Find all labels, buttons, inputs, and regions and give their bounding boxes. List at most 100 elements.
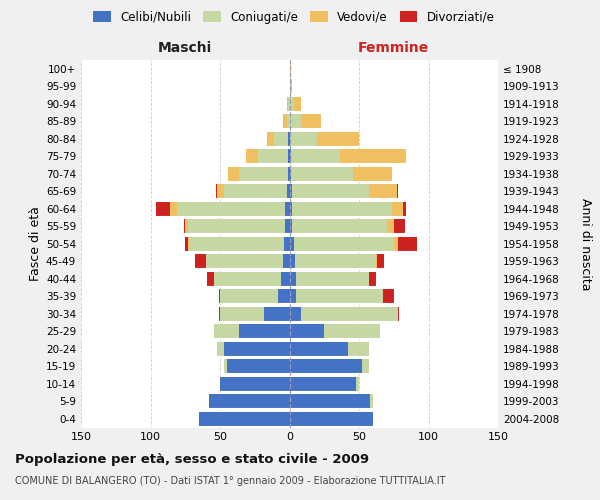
Bar [290, 376, 356, 391]
Bar [290, 166, 291, 181]
Bar [218, 289, 220, 304]
Bar [369, 272, 376, 286]
Bar [290, 254, 295, 268]
Bar [288, 166, 290, 181]
Text: Maschi: Maschi [158, 41, 212, 54]
Bar [392, 202, 403, 216]
Bar [217, 342, 224, 356]
Bar [290, 114, 301, 128]
Bar [224, 359, 227, 374]
Bar [317, 132, 359, 146]
Bar [348, 342, 369, 356]
Bar [370, 394, 373, 408]
Bar [340, 149, 406, 164]
Bar [265, 306, 290, 321]
Bar [403, 202, 406, 216]
Bar [286, 202, 290, 216]
Y-axis label: Anni di nascita: Anni di nascita [579, 198, 592, 290]
Bar [185, 236, 188, 251]
Bar [218, 306, 220, 321]
Bar [257, 149, 288, 164]
Bar [220, 289, 278, 304]
Bar [247, 149, 257, 164]
Bar [206, 254, 283, 268]
Bar [216, 184, 217, 198]
Bar [214, 272, 281, 286]
Bar [296, 289, 383, 304]
Bar [292, 219, 387, 234]
Bar [188, 236, 190, 251]
Bar [195, 254, 206, 268]
Bar [397, 184, 398, 198]
Bar [290, 306, 301, 321]
Bar [301, 114, 322, 128]
Bar [288, 149, 290, 164]
Bar [290, 412, 373, 426]
Bar [290, 149, 291, 164]
Bar [398, 306, 400, 321]
Bar [290, 394, 370, 408]
Bar [199, 412, 290, 426]
Bar [287, 96, 288, 111]
Bar [291, 149, 340, 164]
Legend: Celibi/Nubili, Coniugati/e, Vedovi/e, Divorziati/e: Celibi/Nubili, Coniugati/e, Vedovi/e, Di… [89, 6, 499, 28]
Bar [288, 132, 290, 146]
Bar [292, 202, 392, 216]
Bar [239, 166, 288, 181]
Bar [209, 394, 290, 408]
Bar [292, 184, 369, 198]
Text: Femmine: Femmine [358, 41, 430, 54]
Bar [185, 219, 188, 234]
Bar [288, 96, 290, 111]
Bar [214, 324, 239, 338]
Bar [224, 184, 287, 198]
Bar [369, 184, 397, 198]
Bar [291, 79, 292, 94]
Y-axis label: Fasce di età: Fasce di età [29, 206, 42, 281]
Bar [188, 219, 286, 234]
Bar [227, 359, 290, 374]
Bar [398, 236, 418, 251]
Bar [177, 202, 286, 216]
Bar [220, 306, 265, 321]
Bar [290, 62, 291, 76]
Bar [290, 79, 291, 94]
Bar [290, 202, 292, 216]
Bar [283, 114, 287, 128]
Bar [287, 114, 290, 128]
Bar [290, 342, 348, 356]
Bar [293, 96, 301, 111]
Bar [301, 306, 398, 321]
Bar [286, 219, 290, 234]
Bar [220, 376, 290, 391]
Bar [190, 236, 284, 251]
Bar [290, 324, 324, 338]
Bar [184, 219, 185, 234]
Bar [229, 166, 239, 181]
Bar [284, 236, 290, 251]
Bar [296, 272, 369, 286]
Bar [362, 359, 369, 374]
Bar [287, 184, 290, 198]
Bar [387, 219, 394, 234]
Bar [290, 219, 292, 234]
Bar [383, 289, 394, 304]
Bar [278, 289, 290, 304]
Bar [324, 324, 380, 338]
Bar [156, 202, 170, 216]
Bar [295, 254, 376, 268]
Bar [353, 166, 392, 181]
Bar [377, 254, 384, 268]
Bar [290, 289, 296, 304]
Bar [290, 359, 362, 374]
Text: Popolazione per età, sesso e stato civile - 2009: Popolazione per età, sesso e stato civil… [15, 452, 369, 466]
Bar [394, 219, 405, 234]
Bar [290, 272, 296, 286]
Bar [217, 184, 224, 198]
Bar [267, 132, 274, 146]
Bar [170, 202, 177, 216]
Bar [224, 342, 290, 356]
Bar [394, 236, 398, 251]
Bar [293, 236, 394, 251]
Bar [290, 132, 317, 146]
